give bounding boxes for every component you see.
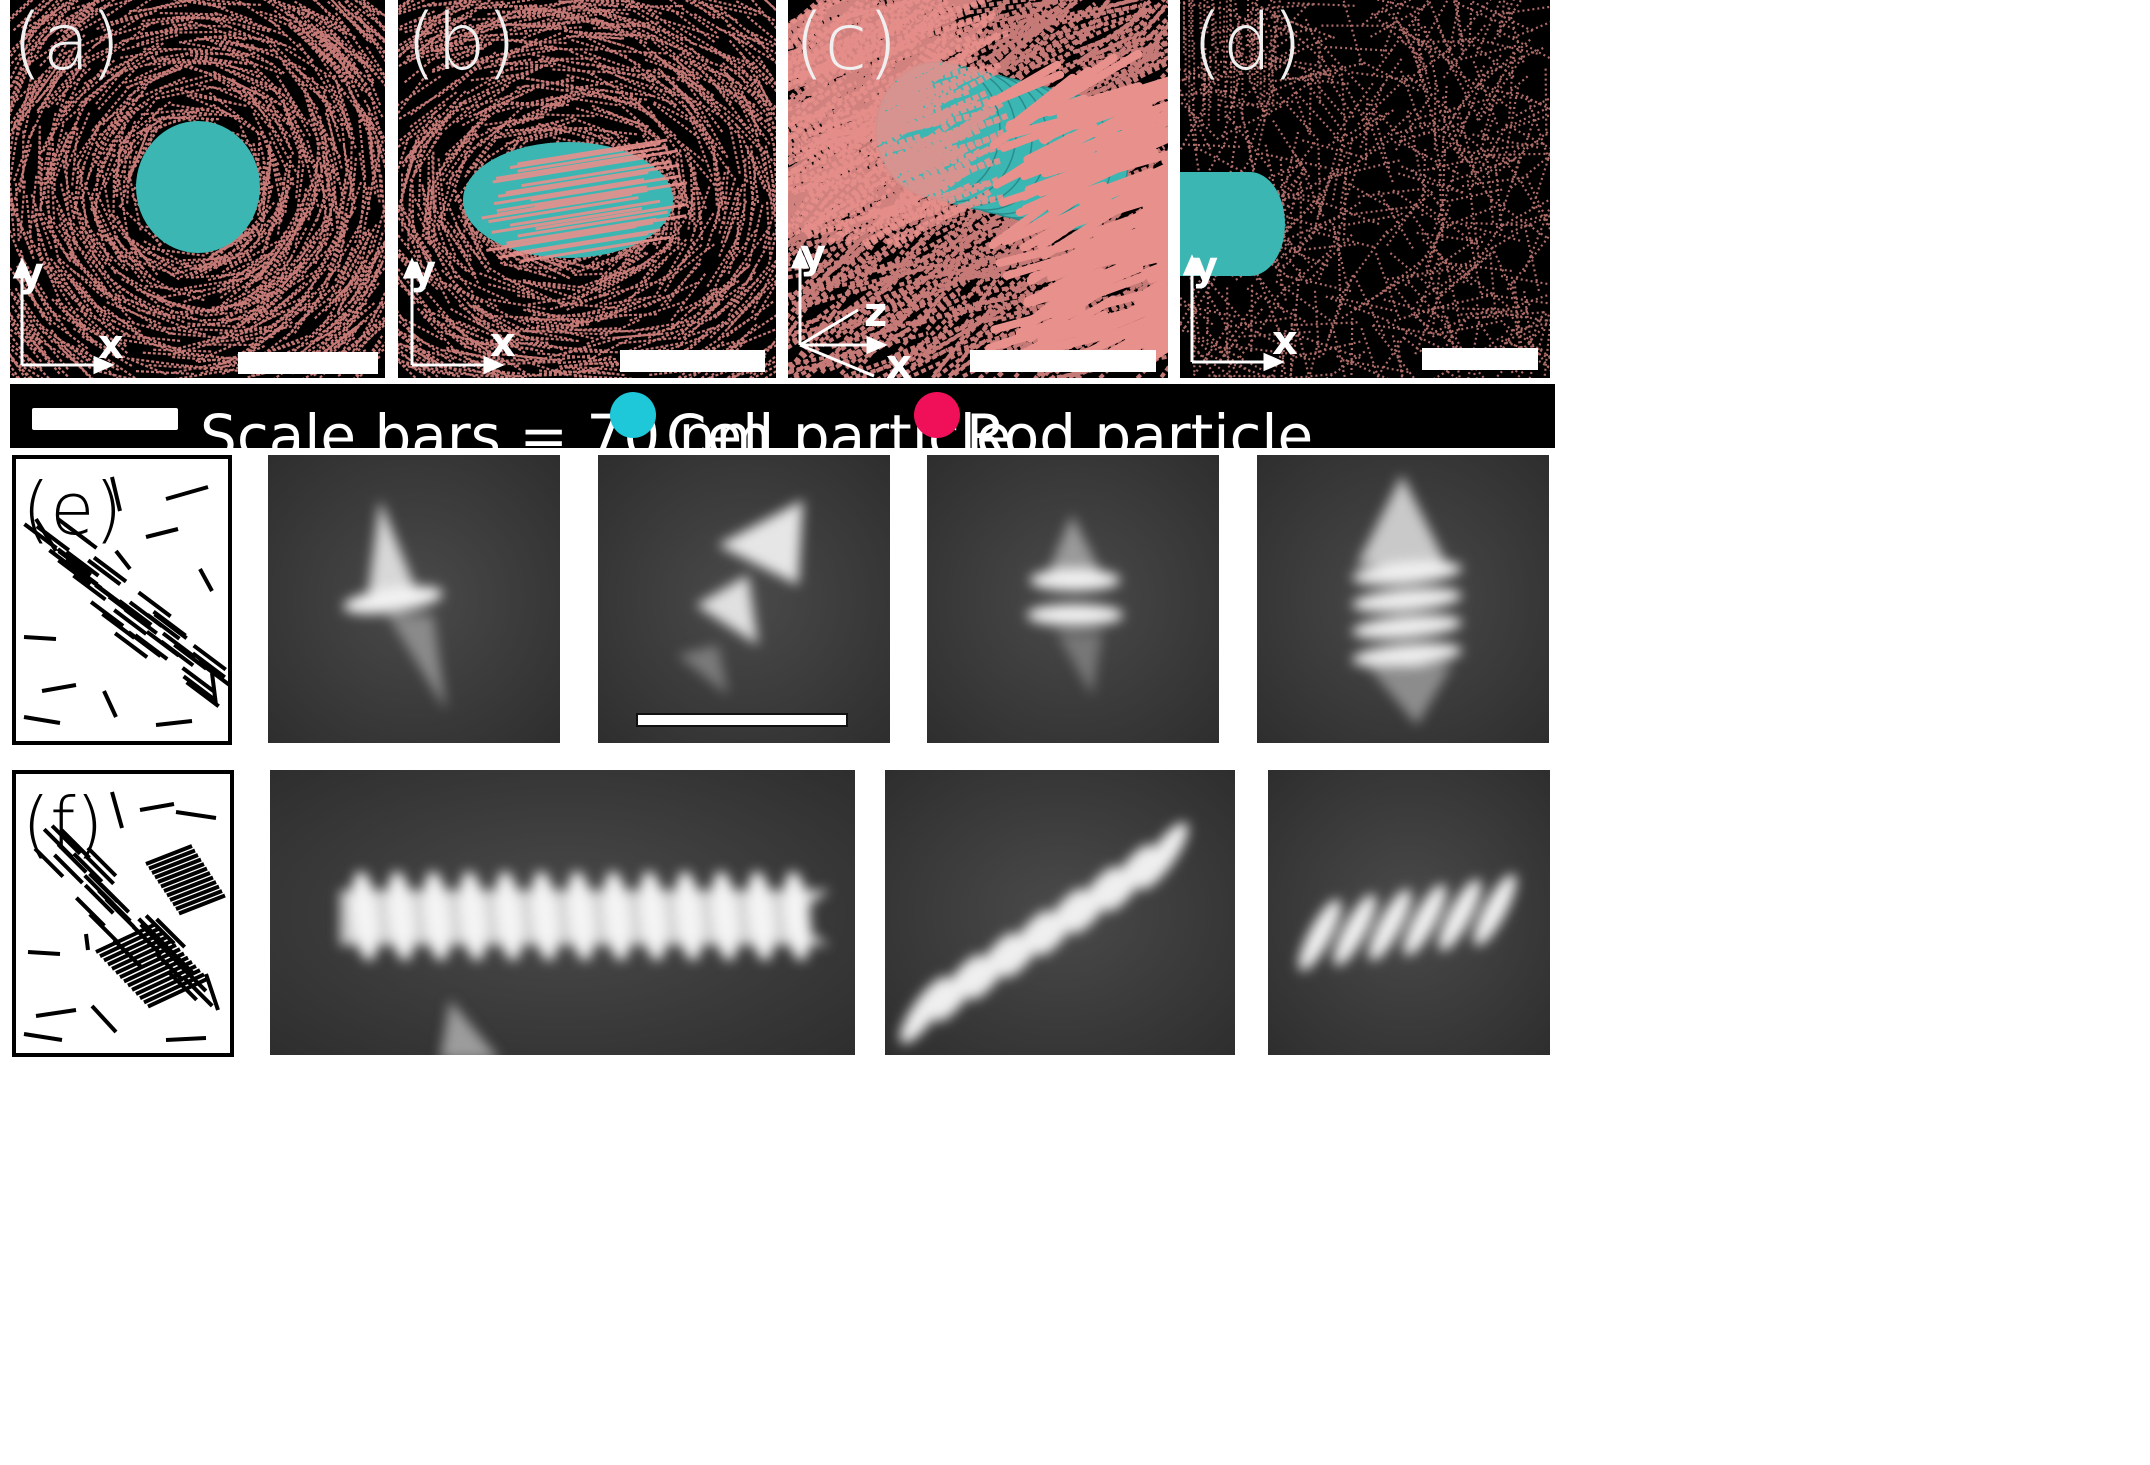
legend-cell-dot	[610, 392, 656, 438]
scale-bar	[620, 350, 765, 372]
panel-e-image-1	[268, 455, 560, 743]
panel-e-image-2	[598, 455, 890, 743]
coordinate-axes	[1182, 254, 1285, 372]
tactoid-structure	[1352, 475, 1462, 725]
scale-bar	[970, 350, 1156, 372]
cell-particle	[136, 121, 260, 253]
panel-d: (d) y x	[1180, 0, 1550, 378]
rod-particles	[985, 49, 1168, 371]
coordinate-axes	[790, 247, 888, 355]
panel-c-render	[788, 0, 1168, 378]
rod-particles	[788, 0, 1011, 251]
panel-e-image-3	[927, 455, 1219, 743]
panel-f-label: (f)	[22, 782, 104, 866]
coordinate-axes	[12, 257, 115, 375]
panel-f-image-1-render	[270, 770, 855, 1055]
rod-particles	[1182, 0, 1271, 129]
axis-y-label: y	[1192, 244, 1219, 290]
cell-particle	[1180, 172, 1285, 276]
coordinate-axes	[402, 257, 505, 375]
panel-c: (c) y z x	[788, 0, 1168, 378]
panel-a-render	[10, 0, 385, 378]
rod-sketch	[23, 791, 226, 1042]
tactoid-structure	[343, 500, 446, 710]
panel-a-label: (a)	[12, 0, 121, 88]
panel-f-image-2-render	[885, 770, 1235, 1055]
legend-rod-dot	[914, 392, 960, 438]
panel-f-sketch-drawing	[23, 791, 226, 1042]
axis-x-label: x	[1272, 318, 1298, 364]
axis-y-label: y	[410, 248, 437, 294]
panel-f-sketch: (f)	[12, 770, 234, 1057]
panel-f-image-3	[1268, 770, 1550, 1055]
panel-e-image-4	[1257, 455, 1549, 743]
panel-e-label: (e)	[22, 467, 123, 551]
axis-x-label: x	[886, 342, 912, 378]
panel-e-image-4-render	[1257, 455, 1549, 743]
panel-d-label: (d)	[1192, 0, 1303, 88]
legend-scale-bar	[32, 408, 178, 430]
axis-x-label: x	[98, 322, 124, 368]
tactoid-structure	[1298, 874, 1517, 971]
scale-bar	[238, 352, 378, 374]
panel-b: (b) y x	[398, 0, 776, 378]
panel-e-image-1-render	[268, 455, 560, 743]
panel-b-render	[398, 0, 776, 378]
rod-sketch	[23, 476, 228, 727]
legend-bar: Scale bars = 70 nm Cell particle Rod par…	[10, 384, 1555, 470]
panel-f-image-2	[885, 770, 1235, 1055]
panel-e-sketch-drawing	[23, 476, 228, 727]
axis-y-label: y	[800, 232, 827, 278]
panel-e-image-3-render	[927, 455, 1219, 743]
panel-f-image-1	[270, 770, 855, 1055]
scale-bar	[1422, 348, 1538, 370]
z-axis	[799, 308, 875, 378]
rod-particles	[481, 138, 687, 263]
panel-b-label: (b)	[406, 0, 517, 88]
panel-e-sketch: (e)	[12, 455, 232, 745]
panel-c-label: (c)	[794, 0, 898, 88]
tactoid-structure	[900, 822, 1188, 1044]
panel-e-image-2-render	[598, 455, 890, 743]
tactoid-structure	[340, 871, 830, 1055]
axis-x-label: x	[490, 320, 516, 366]
axis-z-label: z	[864, 290, 888, 336]
tactoid-structure	[678, 500, 803, 695]
axis-y-label: y	[18, 250, 45, 296]
panel-f-image-3-render	[1268, 770, 1550, 1055]
panel-d-render	[1180, 0, 1550, 378]
scale-bar	[636, 713, 848, 727]
panel-a: (a) y x	[10, 0, 385, 378]
tactoid-structure	[1027, 515, 1123, 695]
